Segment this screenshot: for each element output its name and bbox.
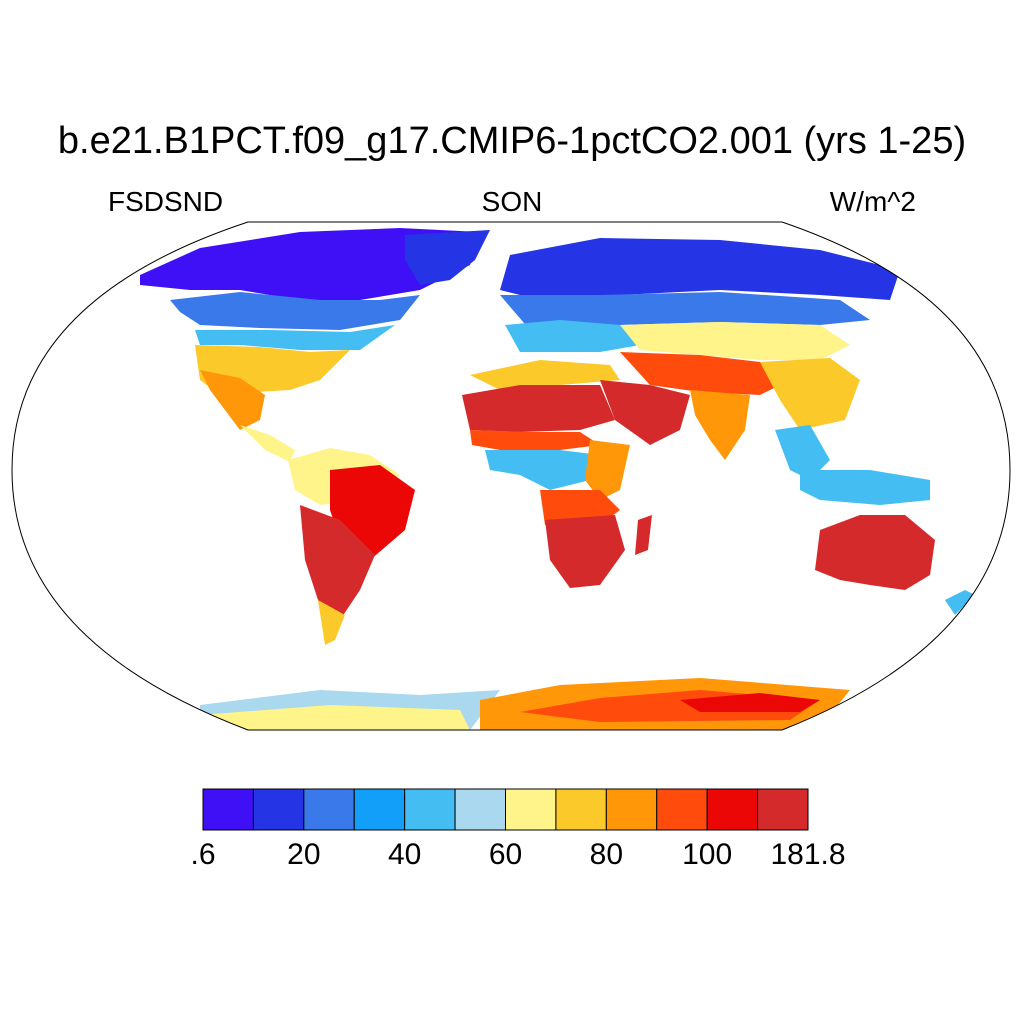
- colorbar-bin: [404, 788, 456, 831]
- variable-label: FSDSND: [108, 186, 224, 217]
- southeast-asia: [775, 425, 830, 480]
- colorbar-tick-label: 80: [589, 838, 624, 871]
- australia: [815, 515, 935, 590]
- colorbar-bin: [252, 788, 305, 831]
- east-africa: [585, 440, 630, 500]
- greenland: [405, 230, 490, 285]
- sahel: [470, 430, 600, 450]
- colorbar-tick-label: 40: [387, 838, 422, 871]
- colorbar-bin: [555, 788, 607, 831]
- southern-africa: [545, 515, 625, 588]
- antarctica-coast: [200, 705, 470, 730]
- maritime-continent: [800, 470, 930, 505]
- new-zealand: [945, 590, 975, 615]
- eurasia-subarctic: [500, 292, 870, 330]
- colorbar-bin: [706, 788, 759, 831]
- colorbar: [202, 788, 809, 831]
- madagascar: [635, 515, 652, 555]
- plot-title: b.e21.B1PCT.f09_g17.CMIP6-1pctCO2.001 (y…: [57, 120, 967, 162]
- colorbar-bin: [505, 788, 557, 831]
- patagonia: [318, 600, 345, 645]
- colorbar-bin: [303, 788, 355, 831]
- colorbar-bin: [353, 788, 406, 831]
- colorbar-bin: [454, 788, 506, 831]
- colorbar-tick-label: 20: [287, 838, 321, 871]
- europe: [505, 320, 640, 352]
- season-label: SON: [481, 186, 543, 217]
- equatorial-africa: [485, 450, 600, 490]
- central-asia: [620, 352, 790, 395]
- north-america-midlat: [195, 325, 395, 350]
- arabia: [600, 380, 690, 445]
- north-africa-coast: [470, 360, 620, 390]
- south-america-south: [300, 505, 375, 640]
- map-border: [11, 221, 1011, 731]
- land-field: [140, 228, 975, 730]
- asia-midlat: [620, 322, 850, 360]
- colorbar-tick-label: 181.8: [770, 838, 846, 871]
- colorbar-bin: [656, 788, 708, 831]
- india: [690, 390, 750, 460]
- colorbar-tick-label: .6: [190, 838, 216, 871]
- eurasia-arctic: [500, 238, 900, 300]
- colorbar-bin: [757, 788, 809, 831]
- antarctica-core: [680, 693, 820, 712]
- china: [760, 358, 860, 430]
- north-america-subarctic: [170, 292, 420, 330]
- mexico: [200, 370, 265, 430]
- colorbar-bin: [202, 788, 254, 831]
- sahara: [462, 385, 615, 432]
- colorbar-bin: [605, 788, 658, 831]
- central-america: [240, 425, 295, 462]
- colorbar-tick-label: 60: [488, 838, 523, 871]
- north-america-arctic: [140, 228, 480, 300]
- colorbar-tick-label: 100: [682, 838, 733, 871]
- units-label: W/m^2: [829, 186, 916, 217]
